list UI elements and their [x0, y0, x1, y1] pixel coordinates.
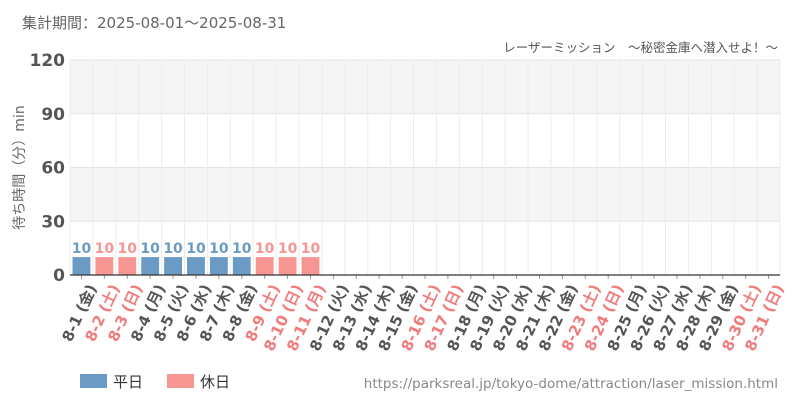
bar	[118, 257, 137, 275]
attraction-name: レーザーミッション ～秘密金庫へ潜入せよ！～	[503, 40, 778, 55]
bar	[209, 257, 228, 275]
data-labels: 10 10 10 10 10 10 10 10 10 10 10	[72, 241, 321, 257]
plot-background	[70, 60, 780, 275]
legend-label-weekday: 平日	[113, 373, 143, 391]
data-label: 10	[278, 241, 298, 257]
data-label: 10	[255, 241, 275, 257]
y-tick-label: 0	[53, 266, 65, 286]
source-url: https://parksreal.jp/tokyo-dome/attracti…	[364, 376, 778, 392]
bar	[232, 257, 251, 275]
data-label: 10	[95, 241, 115, 257]
bar	[255, 257, 274, 275]
bar	[278, 257, 297, 275]
legend-swatch-holiday	[167, 374, 194, 388]
bar	[72, 257, 91, 275]
plot-band	[70, 113, 780, 168]
plot-band	[70, 167, 780, 222]
data-label: 10	[232, 241, 252, 257]
data-label: 10	[186, 241, 206, 257]
bar	[301, 257, 320, 275]
data-label: 10	[140, 241, 160, 257]
y-tick-label: 30	[41, 212, 65, 232]
bar	[164, 257, 182, 275]
legend: 平日 休日	[80, 373, 230, 391]
legend-swatch-weekday	[80, 374, 107, 388]
data-label: 10	[301, 241, 321, 257]
legend-label-holiday: 休日	[200, 373, 230, 391]
bar	[141, 257, 160, 275]
y-tick-label: 90	[41, 105, 65, 125]
period-label: 集計期間：2025-08-01～2025-08-31	[22, 14, 286, 32]
bars	[72, 257, 320, 275]
data-label: 10	[163, 241, 183, 257]
data-label: 10	[72, 241, 92, 257]
x-axis-ticks: 8-1 (金)8-2 (土)8-3 (日)8-4 (月)8-5 (火)8-6 (…	[58, 275, 788, 354]
y-tick-label: 60	[41, 159, 65, 179]
plot-band	[70, 60, 780, 114]
y-axis-ticks: 0 30 60 90 120	[30, 51, 66, 286]
bar	[187, 257, 205, 275]
data-label: 10	[118, 241, 138, 257]
y-tick-label: 120	[30, 51, 66, 71]
bar	[95, 257, 114, 275]
y-axis-label: 待ち時間（分）min	[12, 105, 28, 229]
data-label: 10	[209, 241, 229, 257]
